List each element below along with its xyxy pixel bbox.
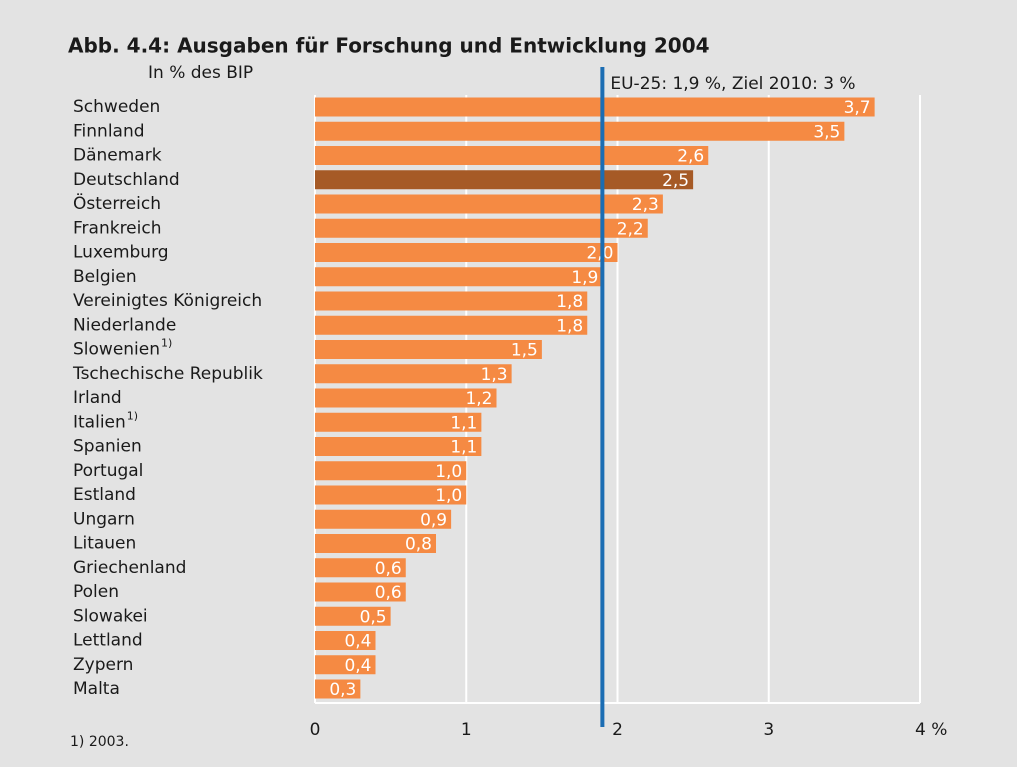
x-tick-label: 1 bbox=[461, 720, 472, 740]
category-label: Irland bbox=[73, 388, 122, 408]
category-label: Dänemark bbox=[73, 146, 162, 166]
chart-title: Abb. 4.4: Ausgaben für Forschung und Ent… bbox=[68, 34, 710, 58]
category-label: Malta bbox=[73, 679, 120, 699]
bar bbox=[315, 243, 618, 262]
category-label: Spanien bbox=[73, 437, 142, 457]
category-label: Ungarn bbox=[73, 509, 135, 529]
bar bbox=[315, 679, 361, 699]
bar bbox=[315, 655, 376, 675]
bar bbox=[315, 485, 467, 505]
value-label: 1,2 bbox=[465, 389, 492, 409]
value-label: 2,5 bbox=[662, 171, 689, 191]
bar bbox=[315, 461, 467, 481]
value-label: 0,4 bbox=[344, 632, 371, 652]
category-label: Zypern bbox=[73, 655, 133, 675]
value-label: 1,8 bbox=[556, 292, 583, 312]
value-label: 2,3 bbox=[632, 195, 659, 215]
value-label: 0,6 bbox=[375, 583, 402, 603]
bar bbox=[315, 558, 406, 578]
subtitle: In % des BIP bbox=[148, 63, 253, 83]
bar bbox=[315, 364, 512, 384]
bar bbox=[315, 631, 376, 650]
value-label: 0,6 bbox=[375, 559, 402, 579]
category-label: Griechenland bbox=[73, 558, 186, 578]
bar bbox=[315, 582, 406, 602]
value-label: 1,8 bbox=[556, 316, 583, 336]
category-label: Slowenien bbox=[73, 340, 160, 360]
reference-label: EU-25: 1,9 %, Ziel 2010: 3 % bbox=[610, 74, 855, 94]
value-label: 1,0 bbox=[435, 486, 462, 506]
value-label: 2,0 bbox=[586, 244, 613, 264]
category-label: Luxemburg bbox=[73, 243, 169, 263]
bar bbox=[315, 218, 648, 238]
category-label: Schweden bbox=[73, 97, 160, 117]
value-label: 2,2 bbox=[617, 219, 644, 239]
bar bbox=[315, 388, 497, 408]
value-label: 1,9 bbox=[571, 268, 598, 288]
value-label: 0,3 bbox=[329, 680, 356, 700]
category-footnote: 1) bbox=[127, 409, 138, 422]
value-label: 1,3 bbox=[481, 365, 508, 385]
bar bbox=[315, 340, 542, 359]
bar bbox=[315, 291, 588, 311]
category-label: Finnland bbox=[73, 121, 145, 141]
value-label: 0,8 bbox=[405, 535, 432, 555]
footnote: 1) 2003. bbox=[70, 734, 129, 750]
category-label: Portugal bbox=[73, 461, 143, 481]
category-footnote: 1) bbox=[161, 337, 172, 350]
bar bbox=[315, 194, 663, 214]
bar bbox=[315, 267, 603, 287]
value-label: 1,1 bbox=[450, 438, 477, 458]
value-label: 3,5 bbox=[813, 122, 840, 142]
category-label: Tschechische Republik bbox=[72, 364, 263, 384]
value-label: 0,5 bbox=[360, 607, 387, 627]
bar bbox=[315, 509, 452, 529]
value-label: 1,5 bbox=[511, 341, 538, 361]
category-label: Österreich bbox=[73, 192, 161, 214]
bar bbox=[315, 97, 875, 117]
category-label: Niederlande bbox=[73, 315, 176, 335]
x-tick-label: 0 bbox=[310, 720, 321, 740]
category-label: Deutschland bbox=[73, 170, 180, 190]
x-tick-label: 3 bbox=[763, 720, 774, 740]
category-label: Frankreich bbox=[73, 218, 162, 238]
bar bbox=[315, 146, 709, 165]
x-tick-label: 4 % bbox=[915, 720, 947, 740]
category-label: Estland bbox=[73, 485, 136, 505]
value-label: 1,1 bbox=[450, 413, 477, 433]
category-label: Belgien bbox=[73, 267, 137, 287]
category-label: Litauen bbox=[73, 534, 136, 554]
bar bbox=[315, 412, 482, 432]
bar bbox=[315, 121, 845, 141]
bar bbox=[315, 534, 436, 553]
category-label: Vereinigtes Königreich bbox=[73, 291, 262, 311]
bar bbox=[315, 437, 482, 456]
category-label: Slowakei bbox=[73, 606, 148, 626]
value-label: 2,6 bbox=[677, 147, 704, 167]
category-label: Polen bbox=[73, 582, 119, 602]
value-label: 0,9 bbox=[420, 510, 447, 530]
bar bbox=[315, 315, 588, 335]
bar bbox=[315, 170, 694, 190]
category-label: Lettland bbox=[73, 631, 143, 651]
value-label: 3,7 bbox=[844, 98, 871, 118]
category-label: Italien bbox=[73, 412, 126, 432]
value-label: 1,0 bbox=[435, 462, 462, 482]
bar bbox=[315, 606, 391, 626]
x-tick-label: 2 bbox=[612, 720, 623, 740]
value-label: 0,4 bbox=[344, 656, 371, 676]
